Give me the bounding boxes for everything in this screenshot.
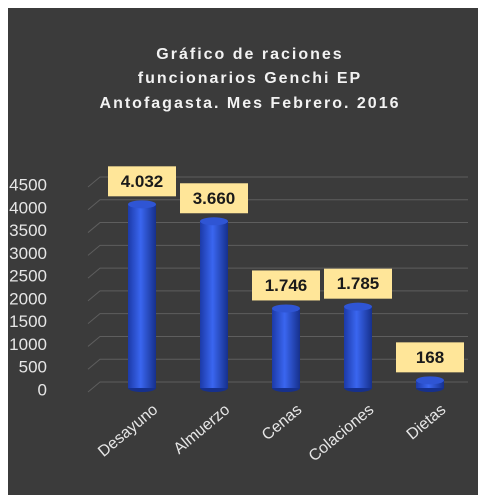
y-tick-label: 500	[19, 358, 47, 377]
chart-title: funcionarios Genchi EP	[138, 70, 362, 87]
value-label-box	[180, 183, 248, 214]
value-label: 1.746	[265, 276, 308, 295]
y-tick-label: 4000	[9, 198, 47, 217]
grid-line	[87, 244, 468, 256]
value-label: 168	[416, 348, 444, 367]
bar	[200, 217, 228, 392]
chart-title: Antofagasta. Mes Febrero. 2016	[100, 95, 401, 112]
y-tick-label: 1500	[9, 312, 47, 331]
value-label-box	[396, 342, 464, 373]
bar	[416, 376, 444, 392]
bar-part	[128, 200, 156, 209]
bar	[272, 304, 300, 392]
bar-part	[128, 204, 156, 388]
grid-line	[87, 176, 468, 188]
y-tick-label: 4500	[9, 175, 47, 194]
bar	[344, 302, 372, 392]
grid-line	[87, 267, 468, 279]
value-label: 4.032	[121, 172, 164, 191]
y-tick-label: 1000	[9, 335, 47, 354]
bar	[128, 200, 156, 392]
value-label-box	[108, 166, 176, 197]
bar-part	[272, 304, 300, 313]
y-tick-label: 2000	[9, 289, 47, 308]
bar-part	[344, 306, 372, 388]
y-tick-label: 2500	[9, 267, 47, 286]
value-label: 3.660	[193, 189, 236, 208]
chart-title: Gráfico de raciones	[156, 46, 343, 63]
value-label-box	[252, 270, 320, 301]
grid-line	[87, 222, 468, 233]
y-tick-label: 0	[38, 380, 47, 399]
chart-background	[8, 8, 478, 495]
bar-part	[344, 302, 372, 311]
bar-part	[200, 217, 228, 226]
y-tick-label: 3000	[9, 244, 47, 263]
grid-line	[87, 199, 468, 211]
bar-part	[200, 221, 228, 388]
bar-part	[272, 308, 300, 388]
value-label-box	[324, 268, 392, 299]
bar-part	[416, 376, 444, 385]
y-tick-label: 3500	[9, 221, 47, 240]
value-label: 1.785	[337, 274, 380, 293]
